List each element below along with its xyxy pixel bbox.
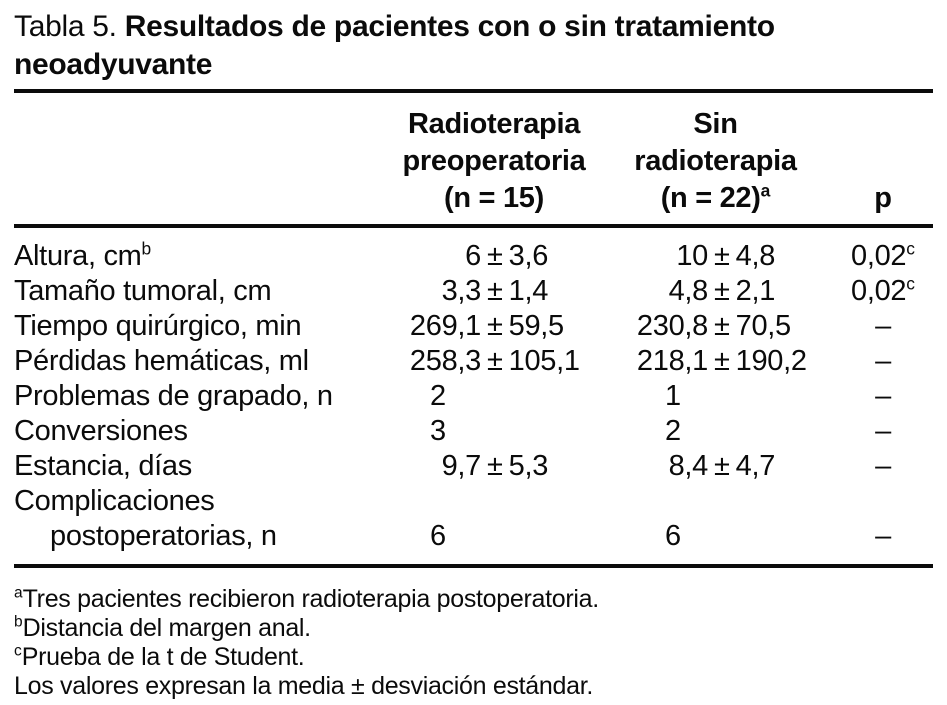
header-line: preoperatoria bbox=[402, 145, 586, 177]
value-p: – bbox=[875, 310, 891, 342]
footnote-marker-a: a bbox=[760, 180, 771, 201]
footnote-b: bDistancia del margen anal. bbox=[14, 613, 311, 642]
value-radioterapia: 269,1 ±59,5 bbox=[409, 310, 564, 342]
plus-minus: ± bbox=[487, 310, 503, 342]
footnote-marker-c: c bbox=[906, 238, 915, 259]
value-sin-radioterapia: 10 ±4,8 bbox=[676, 240, 776, 272]
value-radioterapia: 6 bbox=[430, 520, 446, 552]
column-header-p: p bbox=[874, 182, 892, 214]
plus-minus: ± bbox=[714, 450, 730, 482]
table-content: Tabla 5. Resultados de pacientes con o s… bbox=[14, 0, 933, 701]
table-row: Estancia, días 9,7 ±5,3 8,4 ±4,7 – bbox=[14, 449, 933, 484]
plus-minus: ± bbox=[714, 345, 730, 377]
row-label: Altura, cmb bbox=[14, 238, 152, 272]
footnote-general: Los valores expresan la media ± desviaci… bbox=[14, 672, 594, 700]
table-row: Pérdidas hemáticas, ml 258,3 ±105,1 218,1… bbox=[14, 344, 933, 379]
value-sin-radioterapia: 1 bbox=[665, 380, 681, 412]
header-line: (n = 22)a bbox=[660, 180, 771, 214]
row-label: Pérdidas hemáticas, ml bbox=[14, 345, 309, 377]
value-sin-radioterapia: 230,8 ±70,5 bbox=[636, 310, 791, 342]
footnote-marker-c: c bbox=[906, 273, 915, 294]
header-line: Radioterapia bbox=[407, 108, 581, 140]
row-label: Conversiones bbox=[14, 415, 188, 447]
table-title: Tabla 5. Resultados de pacientes con o s… bbox=[14, 0, 933, 84]
column-header-sin-radioterapia: Sin radioterapia (n = 22)a bbox=[598, 106, 833, 217]
header-line: (n = 15) bbox=[444, 182, 544, 214]
value-p: – bbox=[875, 450, 891, 482]
value-sin-radioterapia: 2 bbox=[665, 415, 681, 447]
value-sin-radioterapia: 6 bbox=[665, 520, 681, 552]
plus-minus: ± bbox=[487, 240, 503, 272]
table-title-text: Resultados de pacientes con o sin tratam… bbox=[14, 10, 775, 81]
footnote-marker-a: a bbox=[14, 584, 23, 602]
header-rule bbox=[14, 224, 933, 228]
table-body: Altura, cmb 6 ±3,6 10 ±4,8 0,02c Tamaño tu… bbox=[14, 228, 933, 564]
table-row: Tamaño tumoral, cm 3,3 ±1,4 4,8 ±2,1 0,02c bbox=[14, 274, 933, 309]
table-header-row: Radioterapia preoperatoria (n = 15) Sin … bbox=[14, 93, 933, 224]
table-row: Conversiones 3 2 – bbox=[14, 414, 933, 449]
value-radioterapia: 258,3 ±105,1 bbox=[409, 345, 580, 377]
row-label: Estancia, días bbox=[14, 450, 192, 482]
value-radioterapia: 3,3 ±1,4 bbox=[441, 275, 549, 307]
footnote-marker-b: b bbox=[141, 238, 152, 259]
plus-minus: ± bbox=[487, 275, 503, 307]
value-sin-radioterapia: 218,1 ±190,2 bbox=[636, 345, 807, 377]
table-row: Altura, cmb 6 ±3,6 10 ±4,8 0,02c bbox=[14, 239, 933, 274]
plus-minus: ± bbox=[714, 310, 730, 342]
plus-minus: ± bbox=[714, 275, 730, 307]
value-p: – bbox=[875, 380, 891, 412]
bottom-rule bbox=[14, 564, 933, 568]
footnote-marker-b: b bbox=[14, 613, 23, 631]
value-sin-radioterapia: 8,4 ±4,7 bbox=[668, 450, 776, 482]
row-label: Tiempo quirúrgico, min bbox=[14, 310, 302, 342]
header-line: Sin bbox=[693, 108, 738, 140]
plus-minus: ± bbox=[714, 240, 730, 272]
value-p: 0,02c bbox=[851, 238, 915, 272]
row-label: Complicaciones postoperatorias, n bbox=[14, 485, 277, 552]
value-p: – bbox=[875, 520, 891, 552]
value-radioterapia: 3 bbox=[430, 415, 446, 447]
footnote-c: cPrueba de la t de Student. bbox=[14, 642, 305, 671]
plus-minus: ± bbox=[487, 345, 503, 377]
table-row: Problemas de grapado, n 2 1 – bbox=[14, 379, 933, 414]
value-p: – bbox=[875, 415, 891, 447]
value-p: 0,02c bbox=[851, 273, 915, 307]
header-line: radioterapia bbox=[634, 145, 797, 177]
value-p: – bbox=[875, 345, 891, 377]
row-label: Problemas de grapado, n bbox=[14, 380, 333, 412]
footnote-marker-c: c bbox=[14, 642, 22, 660]
table-row: Complicaciones postoperatorias, n 6 6 – bbox=[14, 484, 933, 554]
table-row: Tiempo quirúrgico, min 269,1 ±59,5 230,8 ±… bbox=[14, 309, 933, 344]
value-radioterapia: 2 bbox=[430, 380, 446, 412]
value-radioterapia: 6 ±3,6 bbox=[465, 240, 549, 272]
footnotes: aTres pacientes recibieron radioterapia … bbox=[14, 568, 933, 701]
top-rule bbox=[14, 89, 933, 93]
value-sin-radioterapia: 4,8 ±2,1 bbox=[668, 275, 776, 307]
row-label: Tamaño tumoral, cm bbox=[14, 275, 272, 307]
table-number: Tabla 5. bbox=[14, 10, 117, 43]
value-radioterapia: 9,7 ±5,3 bbox=[441, 450, 549, 482]
column-header-radioterapia-preoperatoria: Radioterapia preoperatoria (n = 15) bbox=[390, 106, 598, 217]
footnote-a: aTres pacientes recibieron radioterapia … bbox=[14, 584, 599, 613]
plus-minus: ± bbox=[487, 450, 503, 482]
